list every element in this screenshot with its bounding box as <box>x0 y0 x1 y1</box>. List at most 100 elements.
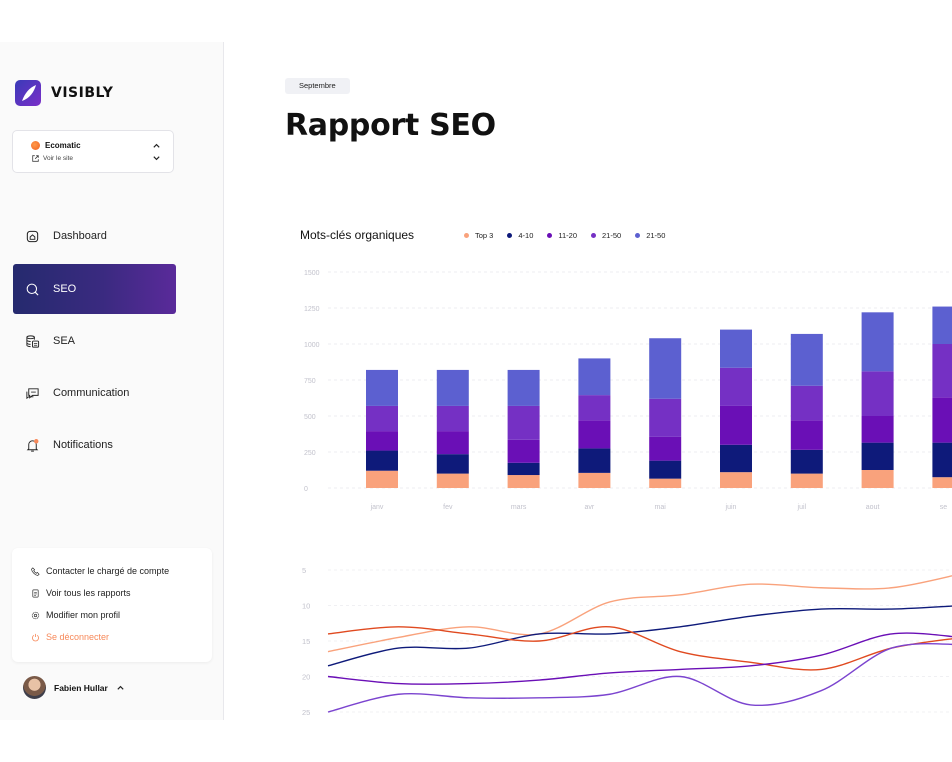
site-logo-icon <box>31 141 40 150</box>
bar-segment <box>578 472 611 488</box>
bar-segment <box>932 397 952 443</box>
legend-label: 21-50 <box>602 231 622 240</box>
legend-item[interactable]: 21-50 <box>591 231 621 240</box>
y-tick-label: 1250 <box>304 306 320 313</box>
bar-segment <box>649 478 682 488</box>
edit-profile-label: Modifier mon profil <box>46 610 121 620</box>
logout-label: Se déconnecter <box>46 632 110 642</box>
y-tick-label: 20 <box>302 673 310 682</box>
legend-item[interactable]: 21-50 <box>635 231 665 240</box>
nav-item-notifications[interactable]: Notifications <box>13 420 176 470</box>
bar-segment <box>507 369 540 406</box>
bar-segment <box>720 472 752 488</box>
period-badge[interactable]: Septembre <box>285 78 350 94</box>
y-tick-label: 750 <box>304 378 316 385</box>
legend-item[interactable]: Top 3 <box>464 231 493 240</box>
x-tick-label: juin <box>725 504 737 511</box>
nav-item-label: SEO <box>53 283 77 295</box>
bar-segment <box>578 358 611 396</box>
logout-link[interactable]: Se déconnecter <box>31 632 109 642</box>
view-site-link[interactable]: Voir le site <box>32 155 73 162</box>
site-name: Ecomatic <box>45 141 81 150</box>
nav-item-seo[interactable]: SEO <box>13 264 176 314</box>
x-tick-label: se <box>940 504 948 511</box>
nav-item-label: SEA <box>53 335 76 347</box>
sidebar: VISIBLY Ecomatic Voir le site Dashboard <box>0 42 224 720</box>
x-tick-label: juil <box>797 504 807 511</box>
user-menu[interactable]: Fabien Hullar <box>23 676 125 699</box>
bar-segment <box>436 431 469 455</box>
legend-dot <box>591 233 597 238</box>
bar-segment <box>366 450 398 471</box>
bar-segment <box>861 416 894 443</box>
bar-segment <box>578 395 611 421</box>
y-tick-label: 1000 <box>304 342 320 349</box>
x-tick-label: aout <box>866 504 880 511</box>
site-selector[interactable]: Ecomatic Voir le site <box>12 130 174 173</box>
y-tick-label: 1500 <box>304 270 320 277</box>
avatar <box>23 676 46 699</box>
legend-label: 11-20 <box>558 231 578 240</box>
coins-icon <box>26 334 40 348</box>
y-tick-label: 0 <box>304 486 308 493</box>
bar-segment <box>720 367 752 406</box>
logo-icon <box>15 80 41 106</box>
series-line <box>327 642 952 713</box>
bar-segment <box>366 470 398 488</box>
legend-label: Top 3 <box>475 231 494 240</box>
series-line <box>327 575 952 653</box>
chevron-up-icon <box>117 685 124 690</box>
bar-segment <box>861 371 894 416</box>
power-icon <box>32 633 39 641</box>
phone-icon <box>31 566 40 576</box>
legend-label: 21-50 <box>646 231 666 240</box>
chevron-up-icon[interactable] <box>152 141 161 150</box>
document-icon <box>32 589 39 597</box>
bar-segment <box>649 338 682 399</box>
bar-segment <box>790 333 823 386</box>
bar-segment <box>720 444 752 473</box>
x-tick-label: avr <box>585 504 595 511</box>
series-line <box>327 626 952 671</box>
all-reports-label: Voir tous les rapports <box>46 588 131 598</box>
bar-segment <box>790 420 823 450</box>
bar-segment <box>861 442 894 470</box>
series-line <box>327 632 952 685</box>
chevron-down-icon[interactable] <box>152 154 161 163</box>
bar-segment <box>790 449 823 474</box>
bar-segment <box>366 431 398 451</box>
edit-profile-link[interactable]: Modifier mon profil <box>31 610 120 620</box>
nav-item-communication[interactable]: Communication <box>13 368 176 418</box>
contact-manager-link[interactable]: Contacter le chargé de compte <box>31 566 169 576</box>
page-title: Rapport SEO <box>285 108 496 143</box>
y-tick-label: 250 <box>304 450 316 457</box>
y-tick-label: 500 <box>304 414 316 421</box>
bar-segment <box>578 448 611 473</box>
bar-segment <box>932 477 952 488</box>
legend-dot <box>464 233 469 238</box>
legend-dot <box>507 233 513 238</box>
bar-segment <box>507 439 540 463</box>
bar-segment <box>436 473 469 488</box>
bar-segment <box>720 405 752 445</box>
app-logo[interactable]: VISIBLY <box>15 80 113 106</box>
y-tick-label: 10 <box>302 602 310 611</box>
bar-segment <box>649 460 682 479</box>
user-name: Fabien Hullar <box>54 682 108 693</box>
legend-item[interactable]: 4-10 <box>507 231 533 240</box>
nav-item-dashboard[interactable]: Dashboard <box>13 211 176 261</box>
account-menu: Contacter le chargé de compte Voir tous … <box>12 548 212 662</box>
y-tick-label: 15 <box>302 637 310 646</box>
chart-legend: Top 3 4-10 11-20 21-50 21-50 <box>464 231 665 240</box>
home-icon <box>26 230 39 242</box>
all-reports-link[interactable]: Voir tous les rapports <box>31 588 131 598</box>
nav-item-sea[interactable]: SEA <box>13 316 176 366</box>
external-link-icon <box>32 155 39 162</box>
legend-item[interactable]: 11-20 <box>547 231 577 240</box>
bar-segment <box>436 405 469 432</box>
bar-segment <box>507 405 540 440</box>
nav-item-label: Communication <box>53 387 130 399</box>
app-name: VISIBLY <box>51 85 114 101</box>
bar-segment <box>436 454 469 474</box>
